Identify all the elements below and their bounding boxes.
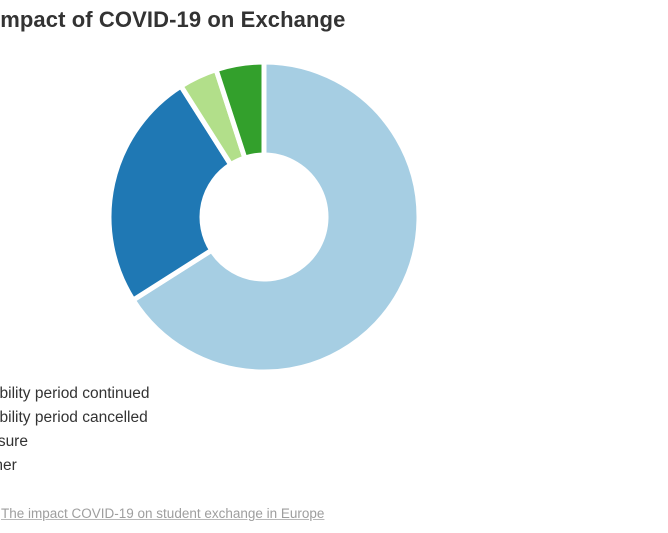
donut-slice-mobility-period-cancelled[interactable] [106, 82, 235, 304]
legend-item-mobility-period-cancelled[interactable]: Mobility period cancelled [0, 406, 149, 430]
legend-item-mobility-period-continued[interactable]: Mobility period continued [0, 382, 149, 406]
donut-slice-mobility-period-continued[interactable] [129, 59, 422, 375]
legend-item-other[interactable]: Other [0, 454, 149, 478]
source-link[interactable]: The impact COVID-19 on student exchange … [1, 506, 325, 521]
legend-label: Other [0, 457, 17, 474]
legend-label: Unsure [0, 433, 28, 450]
legend: Mobility period continued Mobility period… [0, 382, 149, 478]
chart-title: Impact of COVID-19 on Exchange [0, 7, 346, 32]
donut-slice-other[interactable] [212, 59, 267, 162]
legend-item-unsure[interactable]: Unsure [0, 430, 149, 454]
legend-label: Mobility period continued [0, 385, 150, 402]
legend-label: Mobility period cancelled [0, 409, 148, 426]
